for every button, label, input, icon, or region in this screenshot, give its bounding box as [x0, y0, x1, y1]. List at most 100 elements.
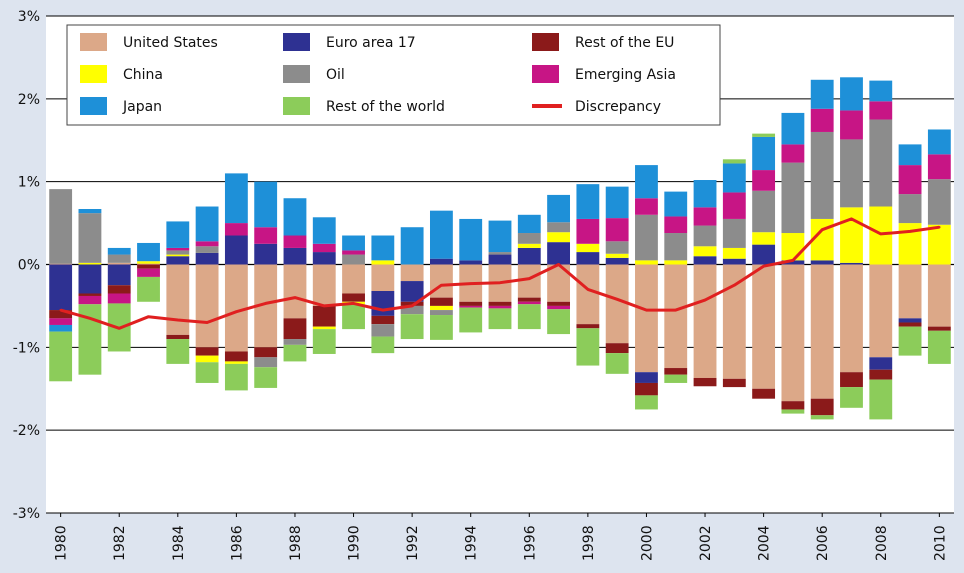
bar-segment [78, 209, 102, 214]
bar-segment [547, 309, 571, 335]
bar-segment [283, 344, 307, 362]
line-point [820, 228, 824, 231]
bar-segment [49, 310, 73, 319]
bar-segment [78, 293, 102, 296]
y-tick-label: 3% [18, 9, 40, 25]
bar-segment [752, 170, 776, 191]
bar-segment [429, 210, 453, 259]
bar-segment [576, 324, 600, 329]
y-tick-label: -3% [13, 506, 40, 522]
bar-segment [752, 133, 776, 137]
bar-segment [459, 260, 483, 265]
bar-segment [166, 247, 190, 251]
bar-segment [722, 218, 746, 248]
line-point [791, 259, 795, 262]
bar-segment [605, 353, 629, 374]
bar-segment [547, 232, 571, 243]
bar-segment [488, 254, 512, 265]
bar-segment [898, 223, 922, 265]
bar-segment [224, 223, 248, 236]
bar-segment [429, 310, 453, 316]
bar-segment [283, 318, 307, 340]
x-axis: 1980 1982 1984 1986 1988 1990 1992 1994 1996 1998… [54, 513, 948, 561]
bar-segment [840, 262, 863, 265]
bar-segment [312, 252, 336, 265]
bar-segment [429, 258, 453, 265]
legend-label: China [123, 67, 163, 83]
bar-segment [195, 347, 219, 356]
bar-segment [810, 79, 834, 109]
y-tick-label: -1% [13, 340, 40, 356]
bar-segment [283, 339, 307, 345]
bar-segment [840, 372, 863, 388]
bar-segment [488, 252, 512, 255]
bar-segment [927, 179, 951, 225]
legend-swatch [283, 33, 310, 51]
bar-segment [664, 374, 688, 383]
bar-segment [283, 198, 307, 236]
line-point [645, 308, 648, 312]
bar-segment [166, 250, 190, 255]
bar-segment [517, 233, 541, 244]
line-point [410, 304, 414, 308]
bar-segment [459, 305, 483, 308]
legend-label: Rest of the world [326, 99, 445, 115]
bar-segment [312, 243, 336, 253]
bar-segment [195, 264, 219, 348]
bar-segment [137, 261, 160, 264]
bar-segment [576, 252, 600, 265]
legend-swatch [80, 97, 107, 115]
bar-segment [576, 184, 600, 219]
bar-segment [400, 314, 424, 340]
y-tick-label: 2% [18, 92, 40, 108]
bar-segment [605, 241, 629, 254]
y-tick-label: -2% [13, 423, 40, 439]
bar-segment [488, 301, 512, 306]
x-tick-label: 1996 [522, 525, 538, 561]
bar-segment [664, 216, 688, 234]
bar-segment [224, 361, 248, 364]
bar-segment [371, 260, 395, 265]
bar-segment [781, 401, 805, 410]
legend-swatch [283, 65, 310, 83]
bar-segment [400, 281, 424, 302]
bar-segment [927, 264, 951, 327]
bar-segment [224, 235, 248, 265]
bar-segment [576, 243, 600, 253]
bar-segment [840, 110, 863, 140]
bar-segment [781, 112, 805, 145]
bar-segment [635, 264, 658, 373]
line-point [615, 298, 619, 301]
line-point [176, 318, 180, 322]
bar-series [49, 77, 951, 420]
bar-segment [693, 246, 717, 257]
bar-segment [488, 305, 512, 309]
bar-segment [49, 264, 73, 311]
bar-segment [664, 191, 688, 217]
bar-segment [840, 77, 863, 111]
bar-segment [869, 369, 893, 380]
legend-swatch [283, 97, 310, 115]
bar-segment [429, 305, 453, 311]
bar-segment [547, 264, 571, 302]
bar-segment [810, 398, 834, 416]
bar-segment [371, 291, 395, 316]
bar-segment [869, 80, 893, 102]
bar-segment [224, 264, 248, 352]
bar-segment [312, 217, 336, 244]
bar-segment [107, 254, 131, 263]
bar-segment [342, 264, 365, 294]
line-point [293, 296, 297, 299]
bar-segment [810, 260, 834, 265]
bar-segment [693, 225, 717, 247]
bar-segment [722, 192, 746, 219]
legend-swatch [532, 33, 559, 51]
bar-segment [224, 173, 248, 224]
bar-segment [166, 256, 190, 265]
bar-segment [781, 260, 805, 265]
bar-segment [517, 304, 541, 330]
bar-segment [576, 328, 600, 366]
bar-segment [547, 222, 571, 233]
bar-segment [429, 297, 453, 306]
